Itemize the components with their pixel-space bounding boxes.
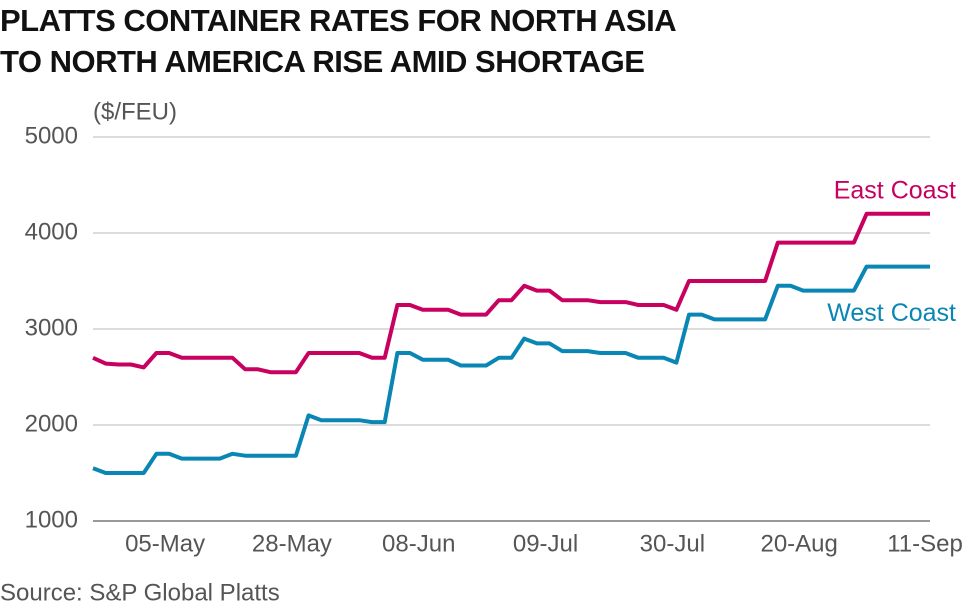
y-tick-label: 5000 [25, 122, 78, 149]
x-tick-label: 20-Aug [760, 530, 837, 557]
series-line [92, 264, 930, 475]
legend-label: West Coast [827, 299, 956, 327]
source: Source: S&P Global Platts [0, 579, 280, 606]
x-tick-label: 30-Jul [640, 530, 705, 557]
y-axis-label: ($/FEU) [93, 98, 177, 125]
chart-title: TO NORTH AMERICA RISE AMID SHORTAGE [0, 44, 644, 79]
legend-label: East Coast [834, 176, 956, 204]
x-tick-label: 08-Jun [382, 530, 455, 557]
y-tick-label: 4000 [25, 218, 78, 245]
x-tick-label: 28-May [252, 530, 332, 557]
y-tick-label: 1000 [25, 506, 78, 533]
chart-title: PLATTS CONTAINER RATES FOR NORTH ASIA [0, 3, 676, 38]
y-tick-label: 2000 [25, 410, 78, 437]
x-tick-label: 05-May [125, 530, 205, 557]
series-line [92, 211, 930, 375]
x-tick-label: 09-Jul [513, 530, 578, 557]
x-tick-label: 11-Sep [887, 530, 963, 557]
y-tick-label: 3000 [25, 314, 78, 341]
